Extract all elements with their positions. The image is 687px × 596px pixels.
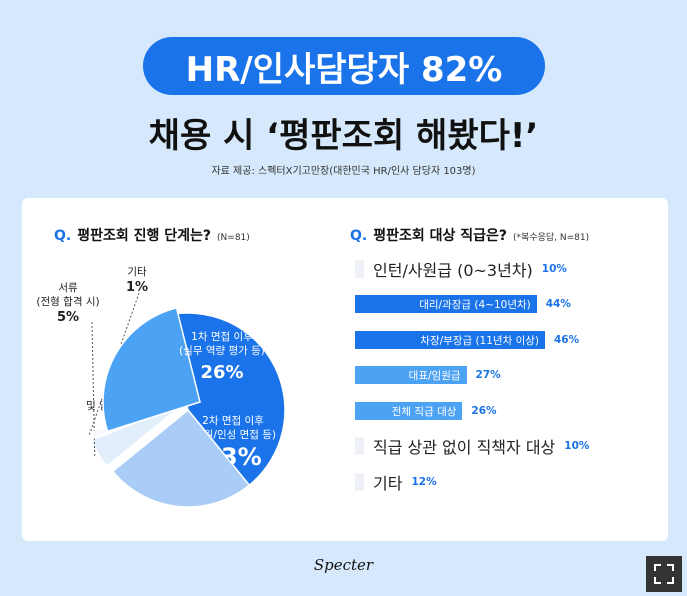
badge-text: HR/인사담당자 82% [185,49,503,90]
source-note: 자료 제공: 스펙터X기고만장(대한민국 HR/인사 담당자 103명) [211,166,476,177]
bar-value-label: 26% [471,405,497,417]
pie-question-text: 평판조회 진행 단계는? [77,228,212,244]
expand-button[interactable] [646,556,682,592]
bar-category-label: 직급 상관 없이 직책자 대상 [373,438,556,457]
bar-row: 인턴/사원급 (0~3년차) 10% [355,260,567,280]
bar [355,260,364,278]
pie-q-mark: Q. [54,228,72,244]
pie-slice-label: 2차 면접 이후 [202,415,264,427]
bar [355,437,364,455]
page-title: 채용 시 ‘평판조회 해봤다!’ [148,116,539,156]
pie-sample-note: (N=81) [217,233,250,243]
bar-value-label: 10% [564,440,590,452]
pie-slice-label: 1차 면접 이후 [191,331,253,343]
pie-slice [163,312,286,487]
bar-row: 차장/부장급 (11년차 이상) 46% [355,331,579,349]
bar: 전체 직급 대상 [355,402,463,420]
bar-row: 직급 상관 없이 직책자 대상 10% [355,437,590,457]
brand-logo: Specter [313,556,374,574]
bar [355,473,364,491]
pie-slice-value: 26% [200,362,243,383]
pie-question: Q. 평판조회 진행 단계는? (N=81) [54,225,250,245]
bar-category-label: 차장/부장급 (11년차 이상) [420,334,539,347]
bar-value-label: 12% [411,476,437,488]
bar-row: 기타 12% [355,473,437,493]
pie-slice-label: 기타 [127,266,147,278]
bar-sample-note: (*복수응답, N=81) [513,233,590,243]
bar-value-label: 46% [554,334,580,346]
expand-icon [654,564,674,584]
bar-question-text: 평판조회 대상 직급은? [373,228,508,244]
bar-category-label: 대표/임원급 [408,369,461,382]
pie-slice-label: (전형 합격 시) [36,295,99,308]
bar: 대리/과장급 (4~10년차) [355,295,537,313]
pie-slice-value: 1% [126,280,148,295]
bar-category-label: 대리/과장급 (4~10년차) [419,298,531,311]
pie-slice-value: 5% [57,310,79,325]
bar-category-label: 전체 직급 대상 [391,405,457,418]
bar-row: 대표/임원급 27% [355,366,501,384]
pie-slice-label: 서류 [58,282,78,294]
pie-slice [102,306,201,433]
pie-slice [111,408,251,508]
bar-value-label: 10% [541,263,567,275]
bar: 차장/부장급 (11년차 이상) [355,331,545,349]
pie-slice [90,404,183,468]
bar-row: 대리/과장급 (4~10년차) 44% [355,295,571,313]
bar-question: Q. 평판조회 대상 직급은? (*복수응답, N=81) [350,225,589,245]
bar-value-label: 27% [475,369,501,381]
bar-category-label: 기타 [373,474,403,493]
headline-badge: HR/인사담당자 82% [143,37,545,95]
pie-slice-label: (실무 역량 평가 등) [179,345,265,357]
bar: 대표/임원급 [355,366,467,384]
bar-category-label: 인턴/사원급 (0~3년차) [373,261,533,280]
bar-value-label: 44% [545,298,571,310]
bar-q-mark: Q. [350,228,368,244]
bar-row: 전체 직급 대상 26% [355,402,497,420]
